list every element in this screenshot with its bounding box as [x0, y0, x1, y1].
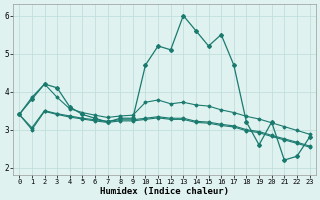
X-axis label: Humidex (Indice chaleur): Humidex (Indice chaleur) — [100, 187, 229, 196]
